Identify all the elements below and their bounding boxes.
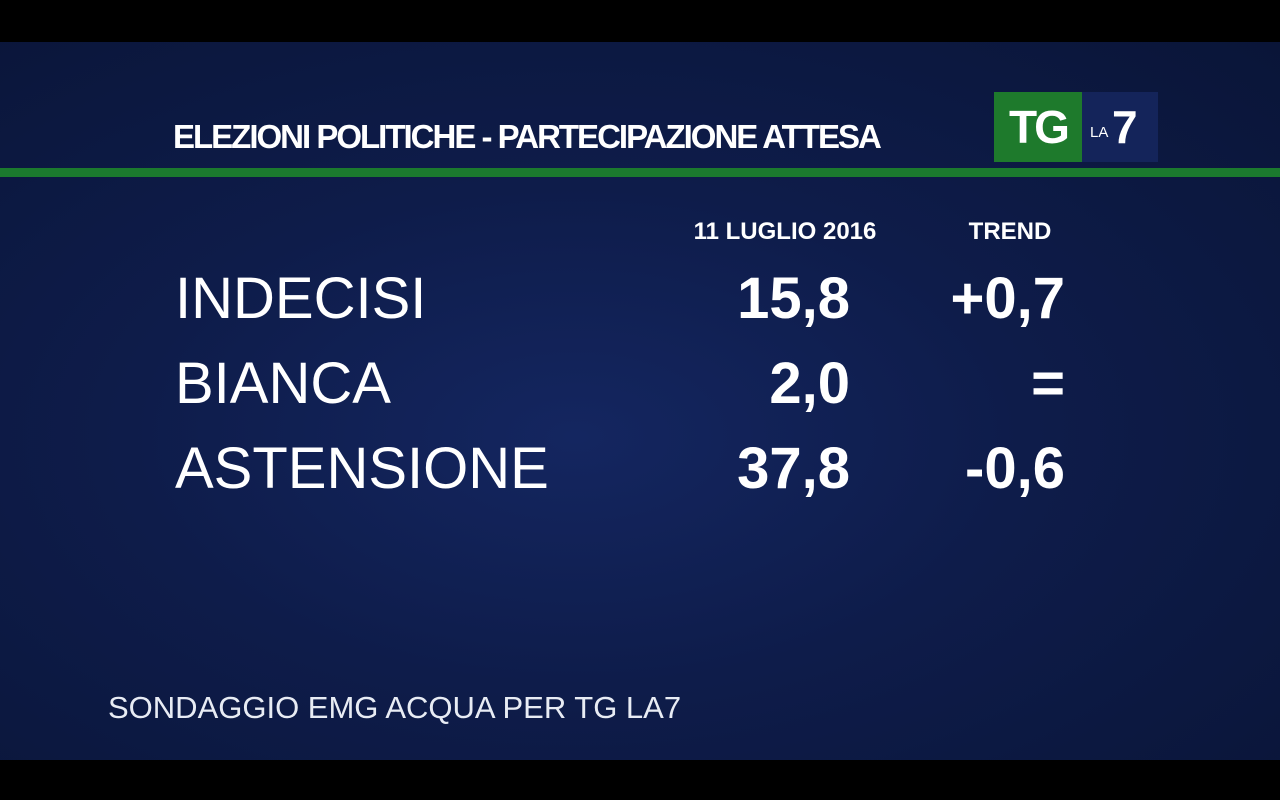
logo-tg: TG bbox=[994, 92, 1082, 162]
column-header: 11 LUGLIO 2016 bbox=[693, 218, 877, 245]
column-header: TREND bbox=[968, 218, 1052, 245]
broadcast-graphic: ELEZIONI POLITICHE - PARTECIPAZIONE ATTE… bbox=[0, 42, 1280, 760]
logo-la: LA bbox=[1090, 124, 1109, 141]
row-trend: +0,7 bbox=[950, 266, 1066, 331]
divider bbox=[0, 168, 1280, 177]
row-value: 15,8 bbox=[737, 266, 850, 331]
row-label: BIANCA bbox=[175, 351, 391, 416]
title: ELEZIONI POLITICHE - PARTECIPAZIONE ATTE… bbox=[173, 118, 882, 155]
row-value: 37,8 bbox=[737, 436, 850, 501]
row-label: INDECISI bbox=[175, 266, 427, 331]
source: SONDAGGIO EMG ACQUA PER TG LA7 bbox=[108, 690, 682, 725]
row-trend: = bbox=[1031, 351, 1065, 416]
row-value: 2,0 bbox=[769, 351, 850, 416]
row-label: ASTENSIONE bbox=[175, 436, 549, 501]
logo-la7: LA 7 bbox=[1082, 92, 1158, 162]
logo-seven: 7 bbox=[1112, 101, 1138, 153]
row-trend: -0,6 bbox=[965, 436, 1065, 501]
